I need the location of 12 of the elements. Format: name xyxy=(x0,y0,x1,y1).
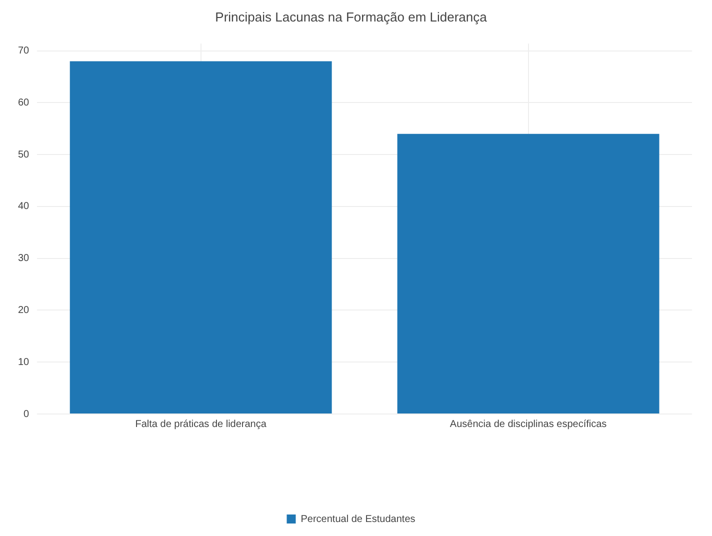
y-tick-label: 0 xyxy=(24,408,30,420)
y-tick-label: 30 xyxy=(18,253,30,264)
x-tick-label: Falta de práticas de liderança xyxy=(135,418,267,430)
y-tick-label: 60 xyxy=(18,97,30,108)
y-tick-label: 40 xyxy=(18,201,30,212)
x-tick-label: Ausência de disciplinas específicas xyxy=(450,418,607,430)
y-tick-label: 10 xyxy=(18,356,30,368)
y-tick-label: 70 xyxy=(18,46,30,57)
y-tick-label: 50 xyxy=(18,149,30,160)
y-tick-label: 20 xyxy=(18,304,30,316)
legend-label: Percentual de Estudantes xyxy=(300,514,416,525)
chart-title: Principais Lacunas na Formação em Liderança xyxy=(215,9,488,24)
